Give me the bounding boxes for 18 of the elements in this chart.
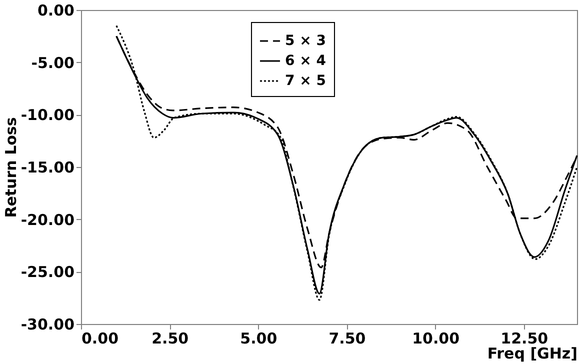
y-tick-label: -20.00 [20, 210, 74, 229]
y-tick-label: -25.00 [20, 263, 74, 282]
y-tick-label: -30.00 [20, 316, 74, 334]
legend-label: 6 × 4 [285, 53, 326, 69]
x-tick-label: 12.50 [500, 330, 548, 348]
x-tick-label: 5.00 [240, 330, 278, 348]
y-tick-label: -5.00 [31, 54, 74, 72]
x-tick-label: 7.50 [328, 330, 366, 348]
x-axis-title: Freq [GHz] [487, 344, 578, 362]
legend-label: 5 × 3 [285, 33, 326, 49]
x-tick-label: 0.00 [82, 330, 119, 348]
legend-label: 7 × 5 [285, 73, 326, 89]
y-tick-label: 0.00 [37, 2, 74, 20]
y-axis-title: Return Loss [2, 117, 20, 218]
y-tick-label: -15.00 [20, 158, 74, 176]
x-tick-label: 2.50 [152, 330, 189, 348]
y-tick-label: -10.00 [20, 106, 74, 124]
x-tick-label: 10.00 [412, 330, 460, 348]
